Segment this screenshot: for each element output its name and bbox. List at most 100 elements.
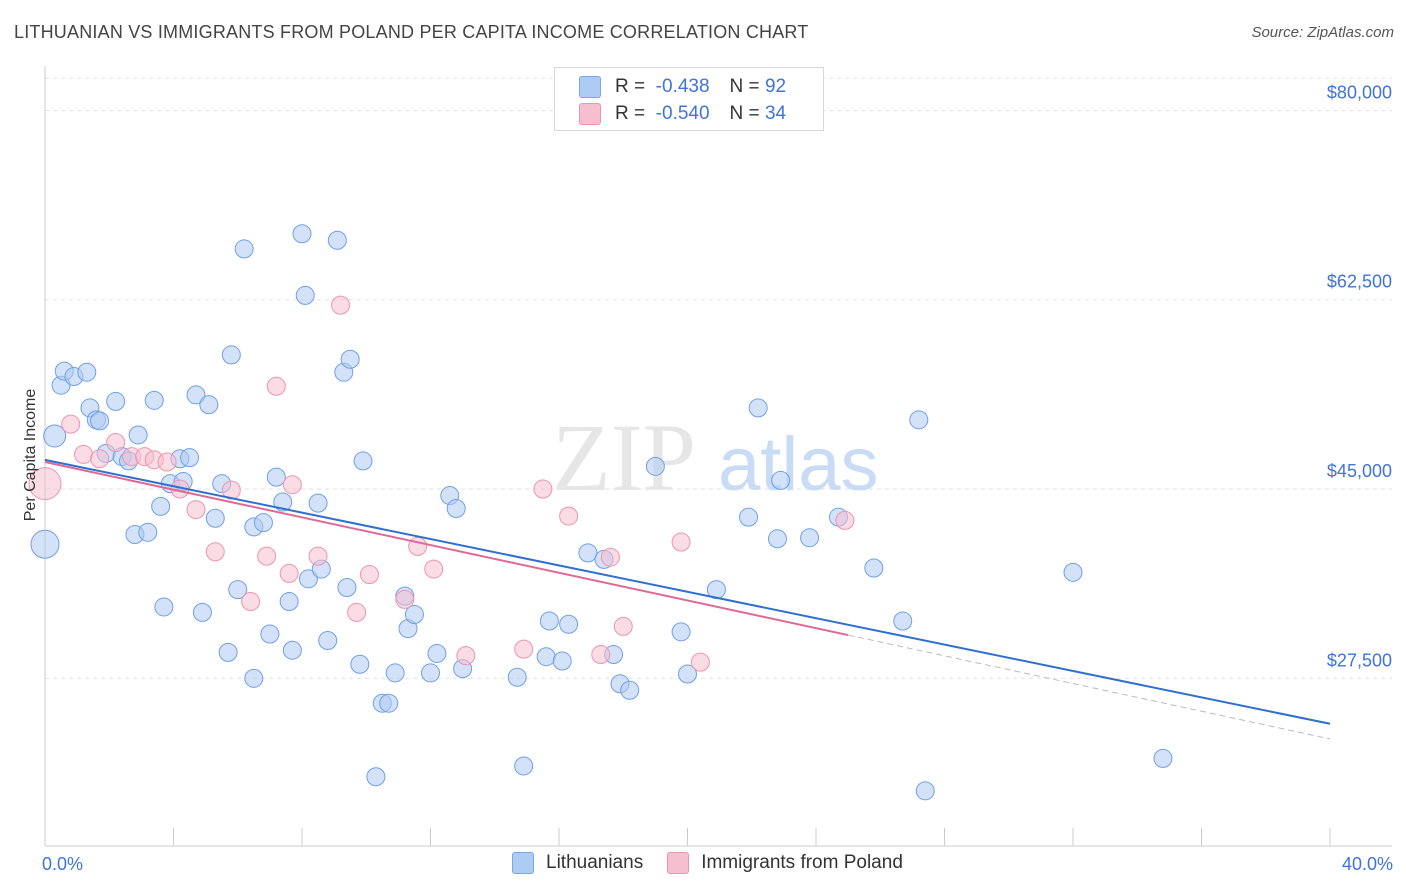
lithuanian-point [308, 493, 328, 513]
lithuanian-point [539, 611, 559, 631]
legend-swatch-lithuanians [579, 76, 601, 98]
lithuanian-point [909, 410, 929, 430]
poland-point [456, 646, 476, 666]
poland-point [359, 564, 379, 584]
lithuanian-point [536, 647, 556, 667]
lithuanian-point [379, 693, 399, 713]
poland-point [600, 547, 620, 567]
lithuanian-point [552, 651, 572, 671]
series-lithuanians [30, 224, 1173, 801]
lithuanian-point [106, 391, 126, 411]
y-tick-label: $62,500 [1327, 272, 1392, 292]
y-tick-label: $80,000 [1327, 82, 1392, 102]
lithuanian-point [260, 624, 280, 644]
series-poland [28, 295, 855, 672]
source-label: Source: ZipAtlas.com [1251, 24, 1394, 41]
y-tick-label: $45,000 [1327, 461, 1392, 481]
lithuanian-point [337, 577, 357, 597]
poland-point [613, 616, 633, 636]
lithuanian-point [514, 756, 534, 776]
lithuanian-point [327, 230, 347, 250]
poland-point [279, 563, 299, 583]
axes [44, 66, 1392, 847]
lithuanian-point [645, 456, 665, 476]
poland-point [591, 645, 611, 665]
legend-row-lithuanians: R = -0.438 N = 92 [579, 74, 786, 100]
lithuanian-point [205, 508, 225, 528]
poland-point [331, 295, 351, 315]
poland-point [514, 639, 534, 659]
legend-swatch-poland [579, 103, 601, 125]
poland-point [241, 592, 261, 612]
lithuanian-point [404, 605, 424, 625]
lithuanian-point [620, 680, 640, 700]
legend-n-value: 92 [764, 76, 787, 97]
lithuanian-point [353, 451, 373, 471]
lithuanian-point [771, 470, 791, 490]
axis-labels: $27,500 $45,000 $62,500 $80,000 0.0% 40.0% [42, 82, 1393, 874]
lithuanian-point [43, 424, 67, 448]
poland-point [205, 542, 225, 562]
lithuanian-point [244, 668, 264, 688]
lithuanian-point [273, 492, 293, 512]
lithuanian-point [578, 543, 598, 563]
legend-r-value: -0.540 [655, 103, 710, 124]
lithuanian-point [366, 767, 386, 787]
lithuanian-point [295, 285, 315, 305]
lithuanian-point [90, 411, 110, 431]
lithuanian-point [1153, 748, 1173, 768]
lithuanian-point [1063, 562, 1083, 582]
poland-point [257, 546, 277, 566]
trend-line-poland [44, 461, 849, 637]
poland-point [835, 510, 855, 530]
lithuanian-point [559, 614, 579, 634]
lithuanian-point [864, 558, 884, 578]
poland-point [533, 479, 553, 499]
poland-point [186, 500, 206, 520]
legend-n-value: 34 [764, 103, 787, 124]
poland-point [90, 449, 110, 469]
lithuanian-point [671, 622, 691, 642]
legend-r-value: -0.438 [655, 76, 710, 97]
y-axis-title: Per Capita Income [22, 389, 39, 522]
lithuanian-point [678, 664, 697, 684]
watermark: ZIP atlas [552, 404, 879, 511]
lithuanian-point [180, 448, 200, 468]
lithuanian-point [199, 395, 219, 415]
lithuanian-point [893, 611, 913, 631]
lithuanian-point [138, 522, 158, 542]
legend-item-poland[interactable]: Immigrants from Poland [667, 852, 903, 874]
lithuanian-point [144, 390, 164, 410]
poland-point [424, 559, 444, 579]
poland-point [347, 602, 367, 622]
lithuanian-point [253, 513, 273, 533]
chart-title: LITHUANIAN VS IMMIGRANTS FROM POLAND PER… [14, 22, 809, 42]
legend-r-label: R = [615, 103, 646, 124]
poland-point [28, 467, 62, 501]
lithuanian-point [427, 643, 447, 663]
poland-point [559, 506, 579, 526]
lithuanian-point [279, 592, 299, 612]
lithuanian-point [748, 398, 768, 418]
poland-point [282, 475, 302, 495]
lithuanian-point [186, 385, 206, 405]
lithuanian-point [340, 349, 360, 369]
poland-point [157, 452, 177, 472]
x-tick-label: 40.0% [1342, 854, 1393, 874]
watermark-atlas: atlas [718, 422, 879, 507]
poland-point [61, 414, 81, 434]
trend-line-lithuanians [44, 458, 1331, 725]
lithuanian-point [154, 597, 174, 617]
legend-item-lithuanians[interactable]: Lithuanians [512, 852, 643, 874]
lithuanian-point [218, 642, 238, 662]
poland-point [106, 433, 126, 453]
watermark-zip: ZIP [552, 404, 696, 511]
poland-point [308, 546, 328, 566]
legend-r-label: R = [615, 76, 646, 97]
lithuanian-point [266, 467, 286, 487]
lithuanian-point [77, 362, 97, 382]
poland-point [690, 652, 710, 672]
y-tick-label: $27,500 [1327, 650, 1392, 670]
lithuanian-point [318, 630, 338, 650]
